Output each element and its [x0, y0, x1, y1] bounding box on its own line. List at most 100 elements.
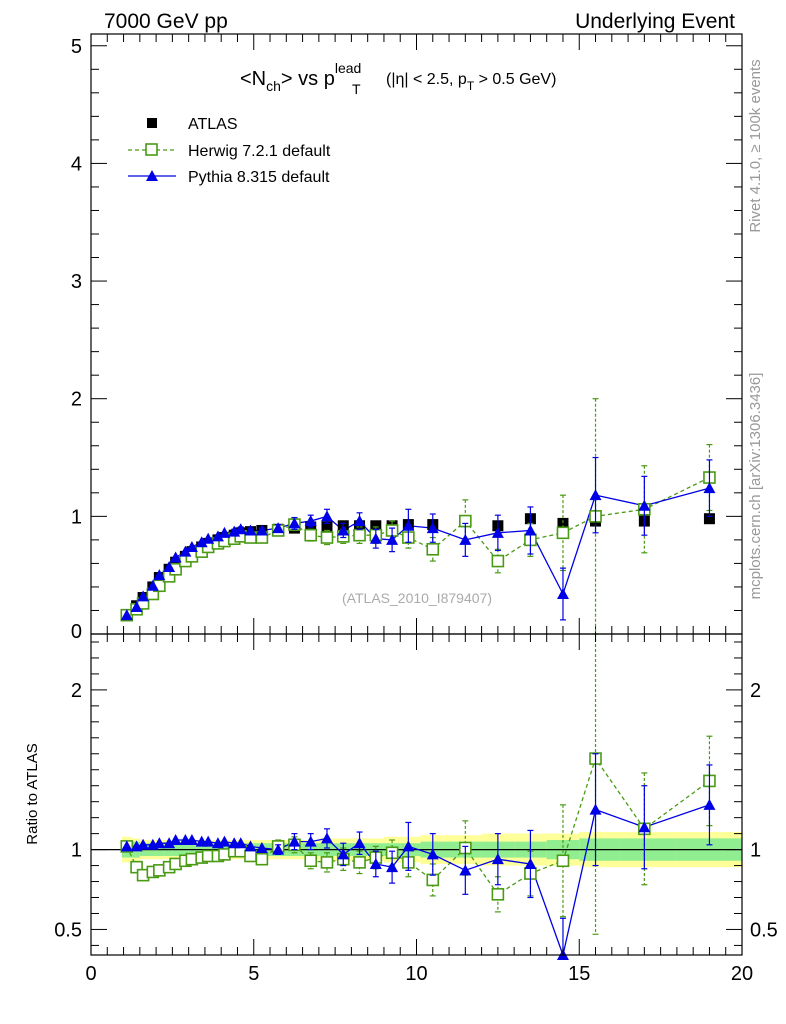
- pythia-point: [386, 533, 399, 545]
- ratio-tick-label-left: 0.5: [54, 919, 82, 941]
- pythia-ratio-point: [638, 821, 651, 833]
- herwig-ratio-point: [130, 860, 143, 874]
- title-cut-b: > 0.5 GeV): [474, 71, 556, 88]
- pythia-point: [638, 499, 651, 511]
- pythia-point: [353, 515, 366, 527]
- pythia-point: [556, 588, 569, 599]
- title-sub-ch: ch: [266, 78, 281, 94]
- y-tick-label: 4: [71, 153, 82, 175]
- pythia-ratio-point: [288, 835, 301, 847]
- pythia-ratio-point: [120, 840, 133, 852]
- plot-title: <Nch> vs plead: [240, 60, 361, 94]
- pythia-point: [202, 532, 215, 544]
- x-tick-label: 10: [405, 963, 427, 985]
- y-tick-label: 2: [71, 389, 82, 411]
- pythia-ratio-point: [218, 835, 231, 847]
- pythia-point: [120, 609, 133, 621]
- pythia-point: [146, 579, 159, 591]
- pythia-ratio-point: [402, 840, 415, 852]
- pythia-point: [304, 515, 317, 527]
- herwig-ratio-point: [491, 888, 505, 901]
- pythia-ratio-line: [126, 804, 710, 958]
- herwig-ratio-point: [426, 873, 440, 887]
- y-tick-label: 1: [71, 506, 82, 528]
- title-cut-a: (|η| < 2.5, p: [386, 71, 467, 88]
- pythia-ratio-point: [185, 834, 198, 846]
- pythia-point: [337, 524, 350, 536]
- pythia-point: [491, 526, 504, 538]
- pythia-point: [703, 482, 716, 494]
- atlas-point: [321, 521, 333, 533]
- herwig-ratio-line: [126, 757, 710, 896]
- herwig-ratio-point: [255, 852, 269, 866]
- herwig-ratio-point: [353, 856, 366, 869]
- pythia-ratio-point: [169, 834, 182, 846]
- pythia-ratio-point: [320, 832, 333, 844]
- ratio-tick-label-left: 2: [71, 680, 82, 702]
- header-right: Underlying Event: [575, 10, 735, 33]
- ratio-panel: 0.5 0.5 1 1 2 2 Ratio to ATLAS: [24, 633, 778, 960]
- pythia-ratio-point: [369, 857, 382, 869]
- pythia-ratio-point: [353, 837, 366, 849]
- title-pre: <N: [240, 68, 266, 90]
- herwig-ratio-point: [556, 854, 570, 868]
- main-axis-ticks: 0 1 2 3 4 5: [71, 34, 743, 643]
- herwig-ratio-point: [244, 849, 257, 863]
- pythia-point: [163, 560, 176, 572]
- ratio-tick-label-right: 2: [750, 680, 761, 702]
- x-tick-label: 0: [85, 963, 96, 985]
- ratio-data: [120, 633, 716, 960]
- ratio-tick-label-right: 0.5: [750, 919, 778, 941]
- pythia-point: [244, 524, 257, 536]
- pythia-ratio-point: [304, 835, 317, 847]
- watermark: (ATLAS_2010_I879407): [342, 590, 492, 606]
- pythia-point: [426, 522, 439, 534]
- atlas-point: [703, 513, 715, 525]
- pythia-point: [130, 600, 143, 612]
- atlas-point: [557, 517, 569, 529]
- pythia-point: [153, 569, 166, 581]
- header-left: 7000 GeV pp: [104, 10, 228, 33]
- legend: ATLAS Herwig 7.2.1 default Pythia 8.315 …: [128, 116, 331, 186]
- atlas-point: [370, 520, 382, 532]
- herwig-point: [426, 542, 440, 556]
- pythia-ratio-point: [589, 803, 602, 815]
- ratio-axis-ticks: 0.5 0.5 1 1 2 2: [54, 634, 778, 955]
- pythia-point: [272, 522, 285, 534]
- pythia-ratio-point: [426, 848, 439, 860]
- pythia-ratio-point: [524, 857, 537, 869]
- ratio-tick-label-left: 1: [71, 840, 82, 862]
- rivet-label: Rivet 4.1.0, ≥ 100k events: [747, 59, 764, 232]
- herwig-point: [491, 554, 505, 568]
- mcplots-label: mcplots.cern.ch [arXiv:1306.3436]: [747, 373, 764, 600]
- pythia-ratio-point: [337, 848, 350, 860]
- x-tick-label: 15: [568, 963, 590, 985]
- pythia-point: [234, 523, 247, 535]
- pythia-point: [185, 540, 198, 552]
- pythia-point: [589, 489, 602, 501]
- legend-herwig-marker: [145, 143, 158, 156]
- herwig-line: [126, 476, 710, 616]
- title-mid: > vs p: [281, 68, 335, 90]
- y-tick-label: 3: [71, 271, 82, 293]
- legend-pythia-marker: [146, 170, 158, 181]
- herwig-point: [353, 528, 366, 542]
- ratio-ylabel: Ratio to ATLAS: [24, 743, 41, 844]
- main-data: [120, 398, 716, 635]
- legend-herwig-label: Herwig 7.2.1 default: [188, 143, 331, 160]
- pythia-ratio-point: [153, 837, 166, 849]
- pythia-ratio-point: [272, 843, 285, 855]
- herwig-point: [304, 528, 318, 542]
- pythia-ratio-point: [255, 842, 268, 853]
- herwig-point: [320, 531, 334, 544]
- pythia-ratio-point: [137, 838, 150, 850]
- pythia-point: [255, 524, 268, 536]
- title-sup-lead: lead: [335, 60, 361, 76]
- ratio-tick-label-right: 1: [750, 840, 761, 862]
- herwig-ratio-point: [320, 856, 334, 869]
- pythia-ratio-point: [703, 798, 716, 810]
- legend-pythia-label: Pythia 8.315 default: [188, 169, 330, 186]
- x-tick-label: 20: [731, 963, 753, 985]
